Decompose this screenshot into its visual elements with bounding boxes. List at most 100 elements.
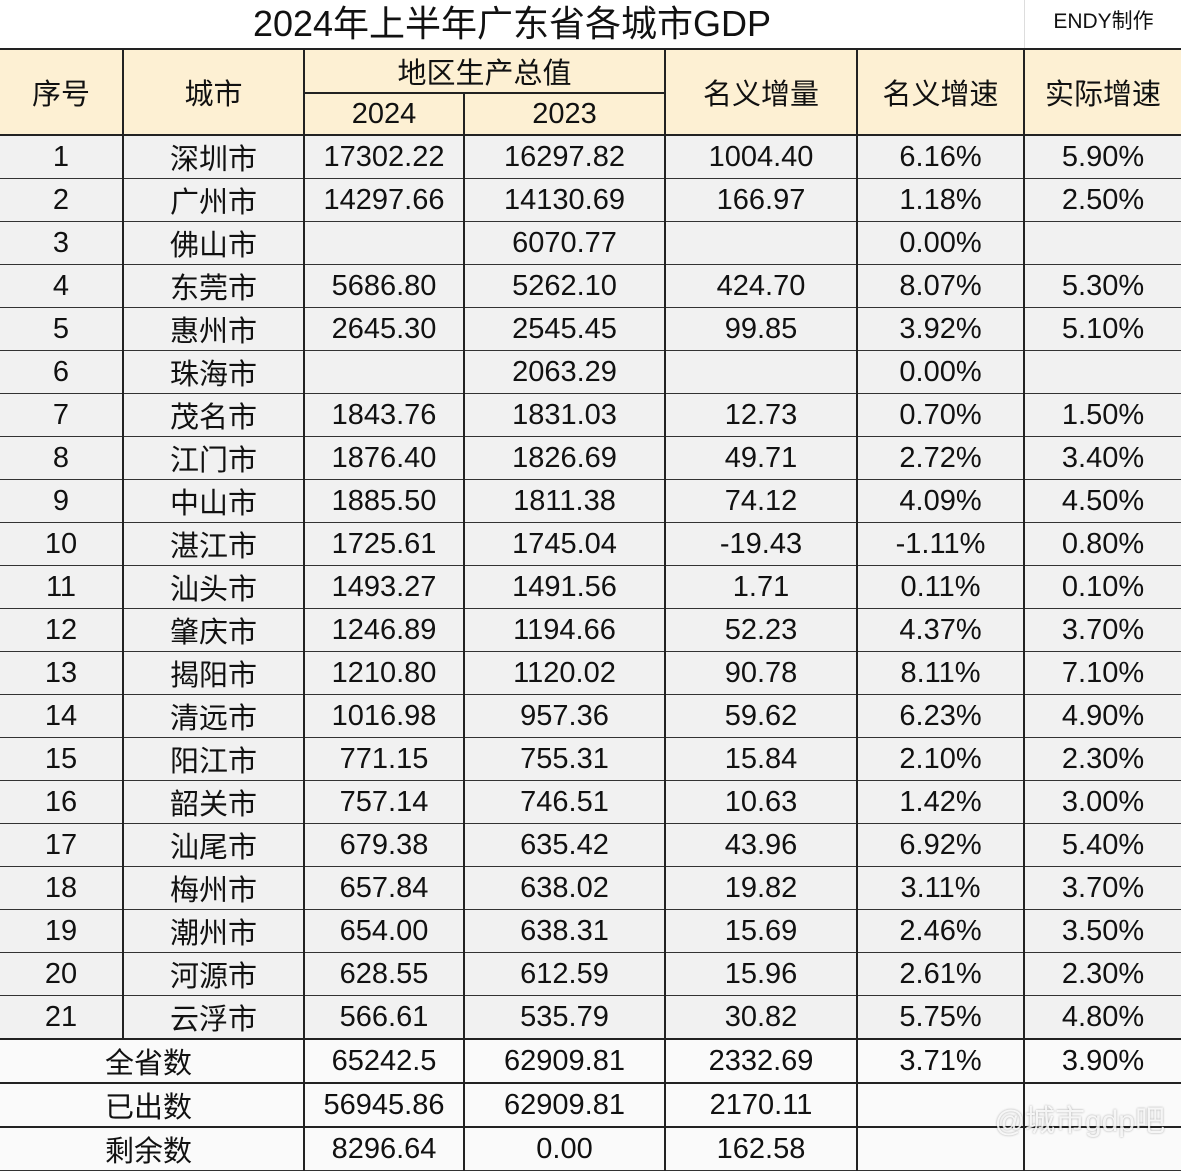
cell-index: 11 bbox=[0, 565, 124, 609]
cell-nominal-increase: 1004.40 bbox=[664, 134, 859, 179]
cell-real-growth: 5.30% bbox=[1023, 264, 1181, 308]
cell-gdp-2023: 2545.45 bbox=[462, 307, 667, 351]
summary-cell-label: 剩余数 bbox=[0, 1126, 305, 1171]
cell-gdp-2024: 1210.80 bbox=[303, 651, 465, 695]
header-gdp: 地区生产总值 bbox=[302, 48, 667, 94]
cell-nominal-growth: 4.37% bbox=[856, 608, 1026, 652]
cell-nominal-increase: -19.43 bbox=[664, 522, 859, 566]
cell-gdp-2024: 1725.61 bbox=[303, 522, 465, 566]
cell-gdp-2024: 17302.22 bbox=[303, 134, 465, 179]
cell-gdp-2023: 5262.10 bbox=[462, 264, 667, 308]
cell-real-growth: 3.70% bbox=[1023, 866, 1181, 910]
cell-index: 14 bbox=[0, 694, 124, 738]
cell-real-growth: 2.50% bbox=[1023, 178, 1181, 222]
cell-city: 阳江市 bbox=[122, 737, 305, 781]
cell-nominal-increase: 49.71 bbox=[664, 436, 859, 480]
cell-nominal-growth: 2.72% bbox=[856, 436, 1026, 480]
cell-nominal-growth: 6.16% bbox=[856, 134, 1026, 179]
cell-city: 肇庆市 bbox=[122, 608, 305, 652]
cell-city: 珠海市 bbox=[122, 350, 305, 394]
cell-gdp-2024: 654.00 bbox=[303, 909, 465, 953]
cell-gdp-2023: 1831.03 bbox=[462, 393, 667, 437]
cell-gdp-2023: 6070.77 bbox=[462, 221, 667, 265]
header-2024: 2024 bbox=[304, 92, 465, 136]
cell-gdp-2024: 14297.66 bbox=[303, 178, 465, 222]
cell-nominal-growth: 2.46% bbox=[856, 909, 1026, 953]
cell-nominal-growth: 3.11% bbox=[856, 866, 1026, 910]
cell-index: 12 bbox=[0, 608, 124, 652]
cell-gdp-2024 bbox=[303, 350, 465, 394]
cell-city: 江门市 bbox=[122, 436, 305, 480]
cell-gdp-2023: 746.51 bbox=[462, 780, 667, 824]
cell-nominal-increase: 59.62 bbox=[664, 694, 859, 738]
table-row: 21 云浮市 566.61 535.79 30.82 5.75% 4.80% bbox=[0, 995, 1181, 1040]
cell-gdp-2024: 1246.89 bbox=[303, 608, 465, 652]
cell-nominal-growth: 0.00% bbox=[856, 350, 1026, 394]
cell-gdp-2023: 612.59 bbox=[462, 952, 667, 996]
cell-real-growth: 4.80% bbox=[1023, 995, 1181, 1040]
cell-city: 湛江市 bbox=[122, 522, 305, 566]
page-title: 2024年上半年广东省各城市GDP bbox=[252, 3, 772, 44]
cell-nominal-increase: 19.82 bbox=[664, 866, 859, 910]
cell-city: 汕尾市 bbox=[122, 823, 305, 867]
cell-real-growth: 3.70% bbox=[1023, 608, 1181, 652]
cell-index: 10 bbox=[0, 522, 124, 566]
cell-nominal-growth: 5.75% bbox=[856, 995, 1026, 1040]
cell-gdp-2023: 2063.29 bbox=[462, 350, 667, 394]
cell-city: 茂名市 bbox=[122, 393, 305, 437]
cell-gdp-2024: 657.84 bbox=[303, 866, 465, 910]
cell-nominal-increase: 10.63 bbox=[664, 780, 859, 824]
cell-nominal-growth: 6.92% bbox=[856, 823, 1026, 867]
cell-gdp-2023: 535.79 bbox=[462, 995, 667, 1040]
cell-gdp-2023: 1811.38 bbox=[462, 479, 667, 523]
header-real-growth: 实际增速 bbox=[1023, 48, 1181, 136]
summary-cell-nominal-growth: 3.71% bbox=[856, 1038, 1026, 1084]
table-row: 13 揭阳市 1210.80 1120.02 90.78 8.11% 7.10% bbox=[0, 651, 1181, 695]
table-row: 4 东莞市 5686.80 5262.10 424.70 8.07% 5.30% bbox=[0, 264, 1181, 308]
cell-nominal-growth: 3.92% bbox=[856, 307, 1026, 351]
table-body: 1 深圳市 17302.22 16297.82 1004.40 6.16% 5.90% 2 广州… bbox=[0, 134, 1181, 1171]
table-row: 10 湛江市 1725.61 1745.04 -19.43 -1.11% 0.80% bbox=[0, 522, 1181, 566]
cell-index: 7 bbox=[0, 393, 124, 437]
cell-index: 16 bbox=[0, 780, 124, 824]
summary-cell-gdp-2023: 62909.81 bbox=[462, 1038, 667, 1084]
cell-city: 汕头市 bbox=[122, 565, 305, 609]
cell-nominal-growth: 2.61% bbox=[856, 952, 1026, 996]
table-row: 3 佛山市 6070.77 0.00% bbox=[0, 221, 1181, 265]
summary-cell-gdp-2024: 65242.5 bbox=[303, 1038, 465, 1084]
cell-nominal-growth: 1.42% bbox=[856, 780, 1026, 824]
cell-gdp-2023: 14130.69 bbox=[462, 178, 667, 222]
cell-nominal-increase: 52.23 bbox=[664, 608, 859, 652]
cell-real-growth: 5.10% bbox=[1023, 307, 1181, 351]
cell-real-growth bbox=[1023, 221, 1181, 265]
cell-gdp-2024: 1016.98 bbox=[303, 694, 465, 738]
table-row: 7 茂名市 1843.76 1831.03 12.73 0.70% 1.50% bbox=[0, 393, 1181, 437]
summary-cell-label: 全省数 bbox=[0, 1038, 305, 1084]
summary-row: 已出数 56945.86 62909.81 2170.11 bbox=[0, 1082, 1181, 1128]
table-row: 20 河源市 628.55 612.59 15.96 2.61% 2.30% bbox=[0, 952, 1181, 996]
summary-cell-real-growth: 3.90% bbox=[1023, 1038, 1181, 1084]
cell-index: 1 bbox=[0, 134, 124, 179]
cell-gdp-2024: 628.55 bbox=[303, 952, 465, 996]
cell-city: 惠州市 bbox=[122, 307, 305, 351]
cell-gdp-2023: 1491.56 bbox=[462, 565, 667, 609]
cell-index: 17 bbox=[0, 823, 124, 867]
cell-nominal-growth: 1.18% bbox=[856, 178, 1026, 222]
table-row: 6 珠海市 2063.29 0.00% bbox=[0, 350, 1181, 394]
table-row: 9 中山市 1885.50 1811.38 74.12 4.09% 4.50% bbox=[0, 479, 1181, 523]
summary-cell-gdp-2023: 0.00 bbox=[462, 1126, 667, 1171]
cell-nominal-growth: 2.10% bbox=[856, 737, 1026, 781]
cell-nominal-increase: 15.84 bbox=[664, 737, 859, 781]
cell-gdp-2023: 1826.69 bbox=[462, 436, 667, 480]
table-row: 2 广州市 14297.66 14130.69 166.97 1.18% 2.50% bbox=[0, 178, 1181, 222]
cell-real-growth: 2.30% bbox=[1023, 737, 1181, 781]
cell-city: 佛山市 bbox=[122, 221, 305, 265]
cell-gdp-2024: 679.38 bbox=[303, 823, 465, 867]
header-nominal-growth: 名义增速 bbox=[856, 48, 1026, 136]
cell-real-growth: 2.30% bbox=[1023, 952, 1181, 996]
cell-real-growth: 3.50% bbox=[1023, 909, 1181, 953]
cell-gdp-2024 bbox=[303, 221, 465, 265]
cell-real-growth: 1.50% bbox=[1023, 393, 1181, 437]
cell-index: 8 bbox=[0, 436, 124, 480]
